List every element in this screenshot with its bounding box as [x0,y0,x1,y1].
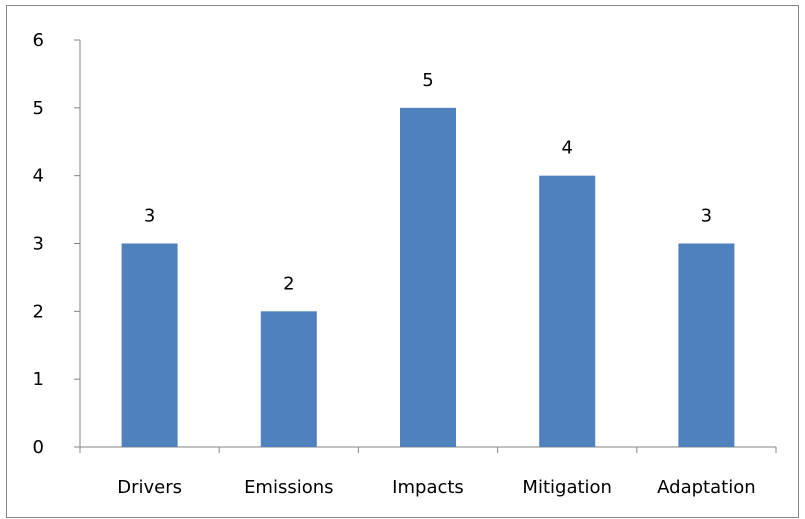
data-label-mitigation: 4 [561,138,572,159]
bar-drivers [121,243,178,447]
y-tick-label: 5 [33,98,44,119]
x-tick-label-adaptation: Adaptation [657,477,755,498]
x-tick-label-drivers: Drivers [117,477,182,498]
data-label-impacts: 5 [422,70,433,91]
data-label-drivers: 3 [144,206,155,227]
x-tick-label-impacts: Impacts [392,477,464,498]
data-label-emissions: 2 [283,273,294,294]
bar-impacts [400,107,456,447]
chart-bars [121,107,735,447]
y-tick-label: 3 [33,234,44,255]
y-tick-label: 2 [33,301,44,322]
y-tick-label: 1 [33,369,44,390]
y-tick-label: 4 [33,166,44,187]
y-tick-label: 0 [33,437,44,458]
data-label-adaptation: 3 [701,206,712,227]
y-tick-label: 6 [33,30,44,51]
x-tick-label-mitigation: Mitigation [522,477,612,498]
chart-axes: 0 1 2 3 4 5 6 [33,30,777,458]
x-tick-label-emissions: Emissions [244,477,333,498]
bar-emissions [260,311,317,447]
chart-labels: 3 Drivers 2 Emissions 5 Impacts 4 Mitigation 3 Ad… [117,70,755,498]
bar-mitigation [539,175,596,447]
bar-adaptation [678,243,735,447]
